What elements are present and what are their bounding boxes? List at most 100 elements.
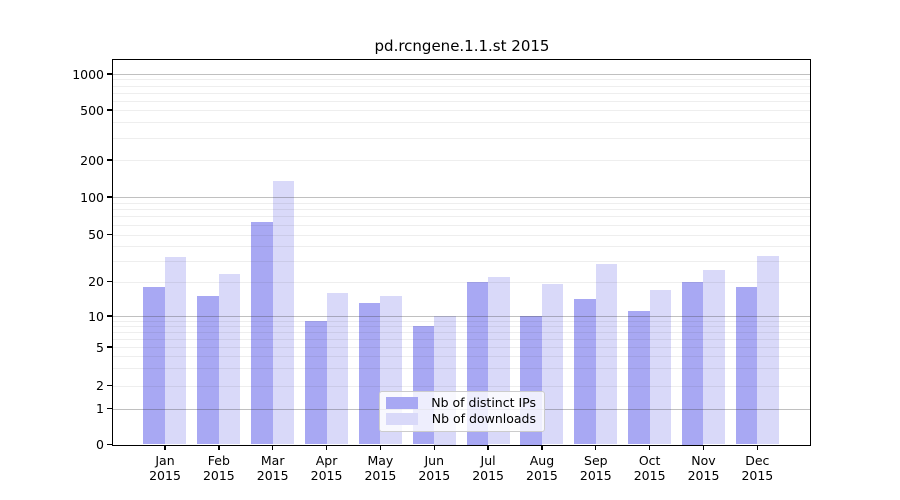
y-axis-tick — [106, 73, 113, 75]
bar-downloads-aug — [541, 284, 564, 445]
gridline-major — [113, 74, 811, 76]
gridline-minor — [113, 331, 811, 333]
bar-distinct-ips-mar — [251, 221, 273, 445]
x-axis-tick — [648, 445, 651, 451]
y-axis-tick — [106, 346, 113, 348]
legend: Nb of distinct IPs Nb of downloads — [379, 390, 545, 432]
legend-swatch-distinct-ips — [386, 396, 418, 409]
gridline-minor — [113, 325, 811, 327]
plot-area — [112, 58, 812, 446]
gridline-minor — [113, 100, 811, 102]
bar-distinct-ips-feb — [197, 295, 219, 445]
y-axis-tick — [106, 196, 113, 198]
x-tick-label-year: 2015 — [526, 468, 558, 483]
gridline-minor — [113, 110, 811, 111]
x-axis-tick — [379, 445, 382, 451]
x-axis-tick — [325, 445, 328, 451]
x-tick-label-month: Sep — [584, 452, 608, 468]
legend-swatch-downloads — [386, 413, 418, 426]
y-axis-tick — [106, 408, 113, 410]
gridline-minor — [113, 85, 811, 87]
legend-row-distinct-ips: Nb of distinct IPs — [386, 394, 536, 410]
x-axis-tick — [164, 445, 166, 451]
x-tick-label-year: 2015 — [202, 468, 235, 483]
bar-downloads-oct — [649, 289, 672, 445]
x-tick-label-year: 2015 — [149, 468, 181, 483]
bar-distinct-ips-may — [358, 302, 381, 445]
bar-distinct-ips-nov — [681, 281, 704, 445]
y-axis-tick — [106, 233, 113, 236]
x-axis-tick — [272, 445, 274, 451]
x-axis-tick — [595, 445, 597, 451]
bar-downloads-dec — [757, 255, 779, 445]
legend-label-distinct-ips: Nb of distinct IPs — [431, 394, 536, 410]
y-tick-label: 5 — [96, 339, 104, 355]
x-tick-label: Sep 2015 — [561, 453, 631, 484]
grid-layer — [113, 60, 811, 445]
bar-downloads-mar — [272, 180, 295, 445]
gridline-minor — [113, 347, 811, 348]
bar-downloads-apr — [326, 292, 349, 445]
y-tick-label: 0 — [96, 437, 104, 452]
gridline-minor — [113, 245, 811, 247]
x-axis-tick — [702, 445, 705, 451]
x-tick-label-month: Mar — [260, 452, 285, 468]
x-tick-label-month: May — [367, 452, 394, 468]
x-tick-label-year: 2015 — [310, 468, 343, 483]
x-tick-label-year: 2015 — [418, 468, 451, 483]
x-tick-label: Apr 2015 — [292, 453, 362, 484]
y-tick-label: 100 — [80, 189, 104, 205]
x-tick-label-month: Jun — [424, 452, 445, 468]
gridline-minor — [113, 224, 811, 226]
x-axis-tick — [218, 445, 220, 451]
x-tick-label-month: Jan — [155, 452, 175, 468]
y-tick-label: 50 — [88, 227, 104, 242]
bar-distinct-ips-apr — [305, 320, 327, 445]
x-tick-label-year: 2015 — [472, 468, 504, 483]
x-axis-tick — [756, 445, 759, 451]
y-axis-tick — [106, 159, 113, 161]
gridline-minor — [113, 385, 811, 387]
gridline-minor — [113, 320, 811, 322]
x-tick-label: Jul 2015 — [453, 453, 523, 484]
x-tick-label-month: Dec — [745, 452, 770, 468]
x-tick-label: Mar 2015 — [238, 453, 308, 484]
x-tick-label-month: Aug — [529, 452, 555, 468]
gridline-minor — [113, 368, 811, 370]
bar-distinct-ips-sep — [574, 299, 596, 445]
x-tick-label-month: Jul — [480, 452, 496, 468]
y-tick-label: 1 — [96, 401, 104, 417]
y-tick-label: 1000 — [72, 66, 104, 82]
x-tick-label: Jun 2015 — [399, 453, 469, 484]
gridline-major — [113, 197, 811, 199]
gridline-minor — [113, 234, 811, 236]
x-tick-label-month: Nov — [691, 452, 716, 468]
x-tick-label: Dec 2015 — [722, 453, 792, 484]
x-axis-tick — [433, 445, 435, 451]
x-tick-label-year: 2015 — [256, 468, 289, 483]
legend-row-downloads: Nb of downloads — [386, 412, 536, 426]
x-tick-label-year: 2015 — [741, 468, 774, 483]
x-tick-label: Feb 2015 — [184, 453, 254, 484]
bar-distinct-ips-oct — [628, 311, 650, 445]
x-tick-label: Aug 2015 — [507, 453, 577, 484]
y-axis-tick — [106, 384, 113, 387]
x-tick-label: Jan 2015 — [130, 453, 200, 484]
gridline-minor — [113, 160, 811, 161]
x-axis-tick — [541, 445, 543, 451]
y-tick-label: 20 — [88, 274, 104, 289]
y-tick-label: 500 — [80, 102, 104, 118]
y-axis-tick — [106, 109, 113, 111]
x-tick-label-year: 2015 — [687, 468, 720, 483]
y-axis-tick — [106, 280, 113, 283]
x-tick-label: Nov 2015 — [669, 453, 739, 484]
y-tick-label: 200 — [80, 152, 104, 168]
x-axis-tick — [487, 445, 489, 451]
x-tick-label-year: 2015 — [633, 468, 666, 483]
bar-downloads-sep — [595, 264, 618, 445]
x-tick-label-month: Feb — [207, 452, 230, 468]
gridline-minor — [113, 209, 811, 211]
x-tick-label: May 2015 — [345, 453, 415, 484]
gridline-minor — [113, 92, 811, 94]
